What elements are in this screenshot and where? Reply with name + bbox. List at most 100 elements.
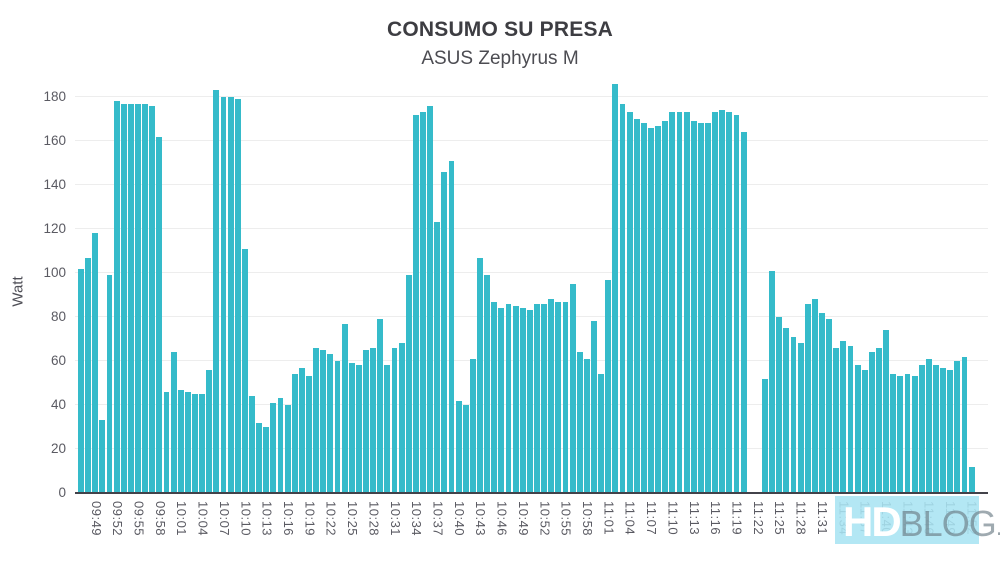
bar xyxy=(85,257,92,493)
bar xyxy=(334,361,341,493)
bar xyxy=(819,312,825,493)
bar-slot xyxy=(448,83,456,493)
bar xyxy=(227,97,234,493)
bar xyxy=(876,347,882,493)
bar xyxy=(341,323,348,493)
bar-slot xyxy=(541,83,548,493)
bar xyxy=(512,306,519,493)
bar xyxy=(740,132,747,493)
bar xyxy=(833,347,840,493)
x-tick-label: 11:07 xyxy=(644,501,660,536)
x-tick-label: 11:10 xyxy=(665,501,681,536)
bar-slot xyxy=(534,83,541,493)
bar xyxy=(92,233,99,493)
bar xyxy=(363,350,369,493)
bar xyxy=(534,303,540,493)
bar xyxy=(213,90,220,493)
bar-slot xyxy=(149,83,156,493)
bar xyxy=(648,127,654,493)
bar-slot xyxy=(249,83,256,493)
bar-slot xyxy=(363,83,370,493)
bar xyxy=(526,310,533,493)
bar xyxy=(733,114,740,493)
bar-slot xyxy=(192,83,199,493)
bar xyxy=(505,303,512,493)
bar-slot xyxy=(199,83,206,493)
bar xyxy=(690,121,697,493)
bar-slot xyxy=(220,83,228,493)
x-tick-label: 11:28 xyxy=(793,501,809,536)
bar-slot xyxy=(548,83,555,493)
x-tick-label: 10:31 xyxy=(387,501,403,537)
bar xyxy=(184,391,191,493)
bar-slot xyxy=(156,83,163,493)
gridline xyxy=(75,140,988,141)
bar xyxy=(120,103,127,493)
bar xyxy=(562,301,569,493)
bar-slot xyxy=(840,83,847,493)
bar-slot xyxy=(334,83,342,493)
bar xyxy=(904,374,911,493)
bar-slot xyxy=(313,83,320,493)
bar-slot xyxy=(811,83,819,493)
bar xyxy=(697,123,704,493)
bar xyxy=(142,103,149,493)
bar-slot xyxy=(619,83,627,493)
bar-slot xyxy=(377,83,384,493)
bar-slot xyxy=(213,83,220,493)
x-tick-label: 10:37 xyxy=(430,501,446,537)
y-tick-label: 60 xyxy=(50,353,66,368)
bar xyxy=(127,103,134,493)
bar-slot xyxy=(206,83,213,493)
bar xyxy=(726,112,733,493)
bar-slot xyxy=(555,83,562,493)
bar-slot xyxy=(598,83,605,493)
bar-slot xyxy=(163,83,171,493)
x-tick-label: 10:22 xyxy=(323,501,339,537)
bar xyxy=(612,83,619,493)
bar xyxy=(377,319,384,493)
bar xyxy=(327,354,334,493)
bar xyxy=(811,299,818,493)
bar xyxy=(370,347,377,493)
bar-slot xyxy=(420,83,427,493)
y-tick-label: 160 xyxy=(43,133,66,148)
bar-slot xyxy=(868,83,876,493)
y-tick-label: 140 xyxy=(43,177,66,192)
x-tick-label: 10:49 xyxy=(515,501,531,537)
bar-slot xyxy=(740,83,748,493)
bar-slot xyxy=(961,83,969,493)
bar xyxy=(78,268,84,493)
x-tick-label: 10:43 xyxy=(473,501,489,537)
bar xyxy=(797,343,804,493)
bar xyxy=(840,341,847,493)
bar xyxy=(783,328,790,493)
bar-slot xyxy=(469,83,477,493)
bar-slot xyxy=(676,83,684,493)
x-tick-label: 10:55 xyxy=(558,501,574,537)
x-tick-label: 09:55 xyxy=(131,501,147,537)
chart-subtitle: ASUS Zephyrus M xyxy=(421,48,579,69)
bar xyxy=(712,112,719,493)
bar xyxy=(291,374,298,493)
bar xyxy=(719,110,726,493)
bar xyxy=(676,112,683,493)
x-tick-label: 11:31 xyxy=(814,501,830,536)
bar xyxy=(940,367,947,493)
bar xyxy=(569,284,576,493)
bar-slot xyxy=(697,83,705,493)
bar xyxy=(398,343,405,493)
bar-slot xyxy=(341,83,349,493)
bar xyxy=(897,376,904,493)
x-tick-label: 10:16 xyxy=(281,501,296,537)
bar-slot xyxy=(270,83,277,493)
bar-slot xyxy=(177,83,185,493)
x-tick-label: 11:22 xyxy=(750,501,766,536)
bar xyxy=(249,396,255,493)
x-tick-label: 10:52 xyxy=(537,501,553,537)
bar-slot xyxy=(968,83,976,493)
bar-slot xyxy=(412,83,420,493)
bar xyxy=(683,112,690,493)
bar-slot xyxy=(526,83,534,493)
bar-slot xyxy=(626,83,634,493)
